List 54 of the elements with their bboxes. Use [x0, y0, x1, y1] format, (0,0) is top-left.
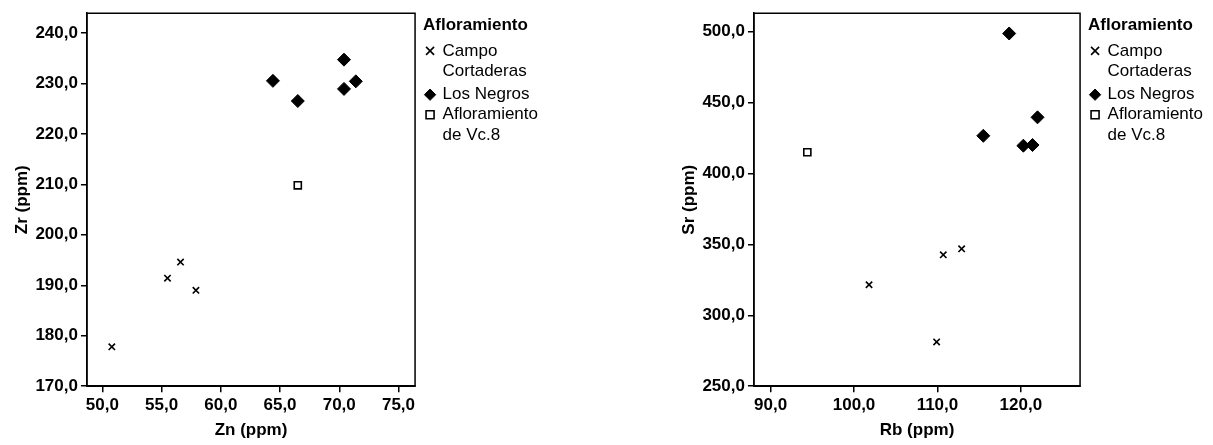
point — [802, 147, 812, 157]
x-tick-label: 55,0 — [145, 395, 179, 415]
y-tick-label: 220,0 — [35, 123, 78, 143]
y-tick-label: 240,0 — [35, 22, 78, 42]
point — [348, 74, 363, 89]
legend-label: Los Negros — [442, 84, 530, 104]
point — [932, 337, 941, 346]
x-tick-label: 110,0 — [916, 395, 959, 415]
point — [976, 128, 991, 143]
y-tick-label: 230,0 — [35, 73, 78, 93]
point — [336, 52, 351, 67]
y-axis-title: Sr (ppm) — [678, 164, 698, 235]
point — [163, 274, 172, 283]
y-tick-label: 250,0 — [702, 375, 745, 395]
x-tick-label: 70,0 — [322, 395, 356, 415]
x-axis-title: Zn (ppm) — [214, 420, 288, 440]
point — [191, 286, 200, 295]
legend-label: Afloramiento de Vc.8 — [442, 104, 538, 144]
legend-title: Afloramiento — [423, 15, 528, 35]
y-tick-label: 450,0 — [702, 92, 745, 112]
x-tick-label: 100,0 — [832, 395, 876, 415]
x-tick-label: 65,0 — [263, 395, 297, 415]
x-axis-title: Rb (ppm) — [879, 420, 955, 440]
x-tick-label: 50,0 — [85, 395, 119, 415]
y-tick-label: 210,0 — [35, 173, 78, 193]
legend-label: Campo Cortaderas — [1107, 40, 1192, 80]
point — [336, 81, 351, 96]
point — [1002, 26, 1017, 41]
x-tick-label: 75,0 — [381, 395, 416, 415]
point — [176, 258, 185, 267]
point — [1025, 138, 1040, 153]
y-tick-label: 190,0 — [35, 274, 78, 294]
legend-label: Afloramiento de Vc.8 — [1107, 104, 1203, 144]
x-tick-label: 60,0 — [204, 395, 238, 415]
x-tick-label: 120,0 — [999, 395, 1043, 415]
point — [107, 342, 116, 351]
y-tick-label: 300,0 — [702, 304, 745, 324]
legend-label: Los Negros — [1107, 84, 1195, 104]
legend-label: Campo Cortaderas — [442, 40, 527, 80]
y-tick-label: 400,0 — [702, 163, 745, 183]
point — [290, 94, 305, 109]
legend-title: Afloramiento — [1088, 15, 1193, 35]
point — [939, 250, 948, 259]
y-axis-title: Zr (ppm) — [11, 165, 31, 235]
point — [1030, 110, 1045, 125]
y-tick-label: 500,0 — [702, 21, 745, 41]
point — [265, 73, 280, 88]
y-tick-label: 180,0 — [35, 325, 78, 345]
y-tick-label: 170,0 — [35, 375, 78, 395]
y-tick-label: 200,0 — [35, 224, 78, 244]
x-tick-label: 90,0 — [754, 395, 788, 415]
point — [293, 180, 303, 190]
point — [957, 244, 966, 253]
y-tick-label: 350,0 — [702, 234, 745, 254]
